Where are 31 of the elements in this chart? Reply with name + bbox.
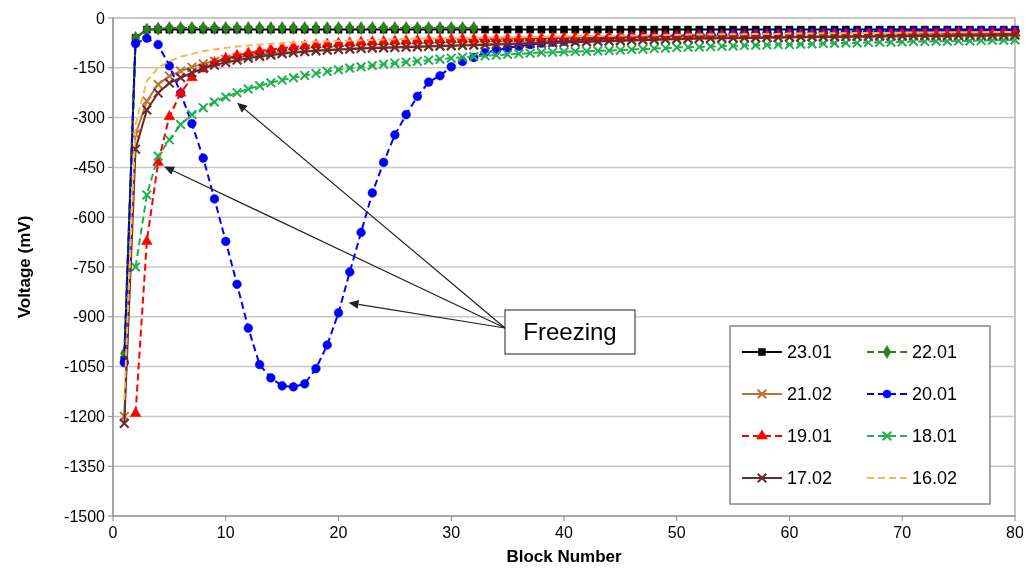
y-tick-label: 0 bbox=[96, 9, 106, 27]
x-tick-label: 50 bbox=[667, 524, 686, 541]
y-tick-label: -450 bbox=[72, 159, 106, 176]
legend-label: 18.01 bbox=[912, 426, 958, 447]
legend-label: 20.01 bbox=[912, 384, 958, 405]
y-tick-label: -1350 bbox=[64, 457, 106, 475]
y-axis-title: Voltage (mV) bbox=[15, 215, 34, 319]
x-tick-label: 80 bbox=[1006, 524, 1024, 541]
y-tick-label: -1050 bbox=[64, 358, 106, 376]
annotation: Freezing bbox=[523, 318, 617, 346]
x-tick-label: 70 bbox=[893, 524, 912, 541]
x-tick-label: 30 bbox=[442, 524, 461, 541]
x-axis-title: Block Number bbox=[506, 547, 623, 566]
y-tick-label: -900 bbox=[72, 308, 106, 326]
y-tick-label: -300 bbox=[72, 109, 106, 127]
legend-label: 22.01 bbox=[912, 342, 958, 363]
y-tick-label: -150 bbox=[72, 59, 106, 77]
legend-label: 19.01 bbox=[787, 426, 833, 447]
legend-label: 17.02 bbox=[787, 468, 833, 489]
x-tick-label: 0 bbox=[108, 524, 118, 541]
y-tick-label: -1200 bbox=[64, 408, 106, 425]
x-tick-label: 60 bbox=[780, 524, 799, 541]
x-tick-label: 20 bbox=[329, 524, 348, 541]
legend-label: 23.01 bbox=[787, 342, 833, 363]
y-tick-label: -1500 bbox=[64, 507, 106, 525]
x-tick-label: 40 bbox=[555, 524, 573, 541]
legend-label: 16.02 bbox=[912, 468, 958, 489]
x-tick-label: 10 bbox=[216, 524, 235, 541]
legend-label: 21.02 bbox=[787, 384, 833, 405]
y-tick-label: -600 bbox=[72, 208, 106, 226]
y-tick-label: -750 bbox=[72, 258, 106, 276]
